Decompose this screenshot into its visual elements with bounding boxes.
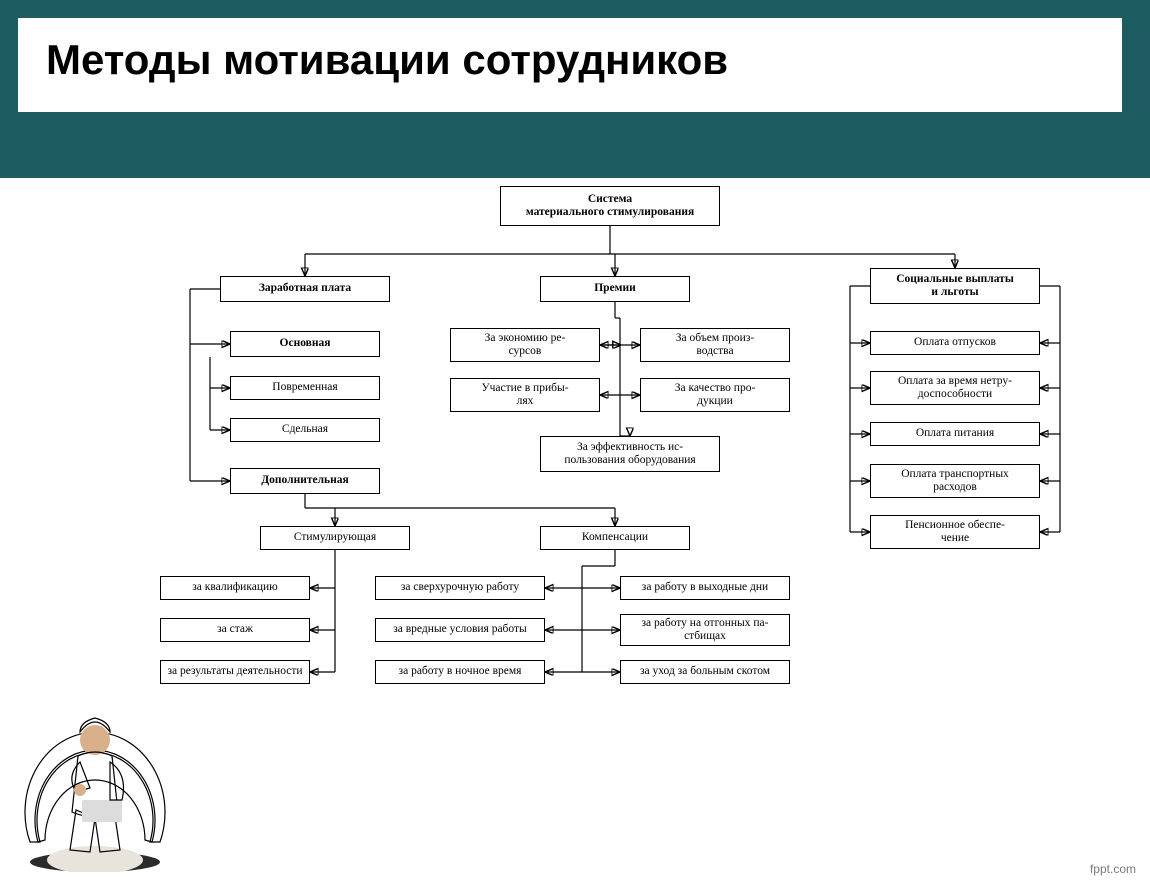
- node-k4: за работу в выходные дни: [620, 576, 790, 600]
- person-in-chair-icon: [10, 682, 180, 872]
- node-k3: за работу в ночное время: [375, 660, 545, 684]
- node-st1: за квалификацию: [160, 576, 310, 600]
- node-komp: Компенсации: [540, 526, 690, 550]
- node-k5: за работу на отгонных па-стбищах: [620, 614, 790, 646]
- slide-title: Методы мотивации сотрудников: [46, 36, 1094, 84]
- title-band: Методы мотивации сотрудников: [18, 18, 1122, 112]
- node-s1: Оплата отпусков: [870, 331, 1040, 355]
- node-osn: Основная: [230, 331, 380, 357]
- content-area: Системаматериального стимулирования Зараб…: [0, 178, 1150, 882]
- node-s5: Пенсионное обеспе-чение: [870, 515, 1040, 549]
- node-bonus: Премии: [540, 276, 690, 302]
- node-social: Социальные выплатыи льготы: [870, 268, 1040, 304]
- org-diagram: Системаматериального стимулирования Зараб…: [150, 186, 1090, 766]
- node-salary: Заработная плата: [220, 276, 390, 302]
- node-stim: Стимулирующая: [260, 526, 410, 550]
- node-b5: За эффективность ис-пользования оборудов…: [540, 436, 720, 472]
- node-s3: Оплата питания: [870, 422, 1040, 446]
- node-s2: Оплата за время нетру-доспособности: [870, 371, 1040, 405]
- node-b1: За экономию ре-сурсов: [450, 328, 600, 362]
- node-b3: За объем произ-водства: [640, 328, 790, 362]
- node-sdel: Сдельная: [230, 418, 380, 442]
- node-s4: Оплата транспортныхрасходов: [870, 464, 1040, 498]
- node-root: Системаматериального стимулирования: [500, 186, 720, 226]
- node-k6: за уход за больным скотом: [620, 660, 790, 684]
- node-k2: за вредные условия работы: [375, 618, 545, 642]
- footer-credit: fppt.com: [1090, 862, 1136, 876]
- node-st2: за стаж: [160, 618, 310, 642]
- node-b2: Участие в прибы-лях: [450, 378, 600, 412]
- node-b4: За качество про-дукции: [640, 378, 790, 412]
- node-povrem: Повременная: [230, 376, 380, 400]
- node-k1: за сверхурочную работу: [375, 576, 545, 600]
- node-dop: Дополнительная: [230, 468, 380, 494]
- node-st3: за результаты деятельности: [160, 660, 310, 684]
